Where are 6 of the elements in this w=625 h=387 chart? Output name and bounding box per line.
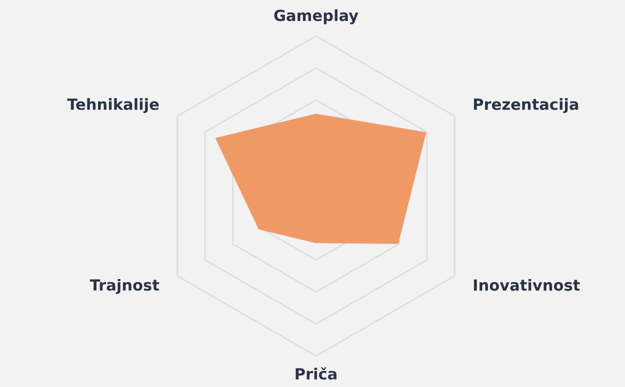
- spoke-label: Inovativnost: [474, 279, 580, 291]
- spoke-label: Trajnost: [90, 278, 160, 294]
- spoke-label: Gameplay: [274, 9, 358, 24]
- spoke-label: Tehnikalije: [67, 98, 159, 114]
- spoke-label: Priča: [296, 367, 336, 380]
- spoke-label: Prezentacija: [474, 98, 578, 114]
